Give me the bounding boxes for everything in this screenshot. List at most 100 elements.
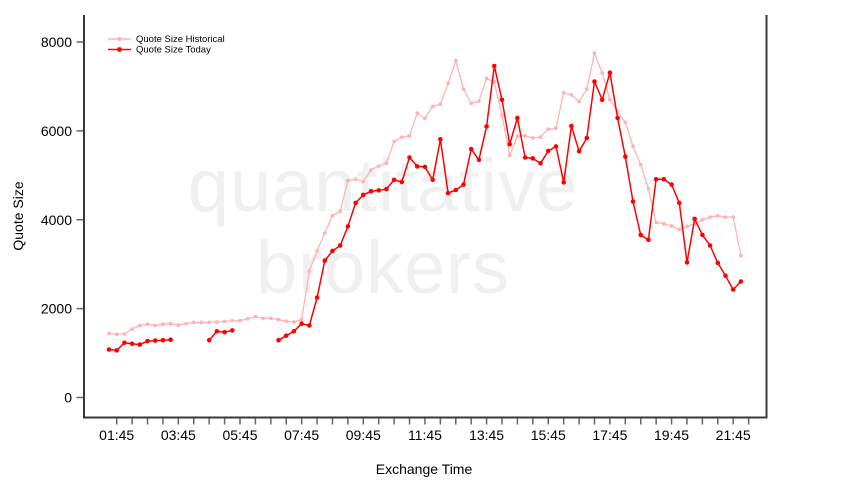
- today-series-point: [530, 156, 536, 161]
- today-series-point: [430, 177, 436, 183]
- x-tick-label: 15:45: [531, 427, 566, 443]
- today-series-point: [684, 260, 690, 265]
- historical-series-point: [107, 331, 111, 336]
- y-tick-label: 8000: [41, 34, 72, 50]
- today-series-point: [106, 347, 112, 352]
- today-series-point: [145, 338, 150, 344]
- historical-series-point: [608, 97, 612, 102]
- historical-series-point: [577, 99, 581, 104]
- today-series-point: [623, 154, 628, 159]
- historical-series-point: [492, 80, 497, 84]
- today-series-point: [407, 155, 412, 160]
- historical-series-point: [176, 323, 181, 327]
- historical-series-point: [230, 318, 235, 323]
- today-series-point: [137, 342, 143, 347]
- historical-series-point: [215, 320, 219, 324]
- today-series-point: [630, 199, 636, 204]
- today-series-point: [653, 177, 659, 182]
- historical-series-point: [469, 101, 474, 106]
- today-series-point: [414, 164, 420, 169]
- today-series-point: [546, 148, 551, 154]
- today-series-point: [337, 243, 343, 248]
- historical-series-point: [292, 320, 296, 324]
- watermark-line-1: quantitative: [188, 144, 579, 227]
- historical-series-point: [669, 224, 674, 228]
- plot-frame: [83, 15, 768, 419]
- historical-series-point: [122, 332, 127, 336]
- x-tick-label: 07:45: [284, 427, 319, 443]
- today-series-point: [576, 149, 582, 154]
- today-series-point: [384, 186, 389, 192]
- historical-series-point: [546, 127, 551, 131]
- historical-series-point: [261, 316, 265, 321]
- historical-series-point: [530, 136, 535, 140]
- today-series-point: [715, 260, 721, 266]
- historical-series-point: [315, 249, 319, 253]
- historical-series-point: [137, 323, 142, 328]
- today-series-point: [168, 337, 173, 343]
- today-series-point: [484, 124, 489, 129]
- historical-series-point: [245, 316, 250, 321]
- today-series-point: [553, 144, 559, 149]
- today-series-point: [361, 192, 366, 198]
- today-series-point: [638, 232, 643, 238]
- today-series-point: [368, 189, 374, 194]
- historical-series-point: [184, 321, 189, 326]
- historical-series-point: [538, 135, 543, 140]
- today-series-point: [515, 115, 520, 121]
- historical-series-point: [191, 320, 196, 325]
- today-series-point: [291, 329, 297, 334]
- today-series-point: [476, 157, 482, 163]
- today-series-point: [345, 224, 351, 229]
- y-tick-label: 6000: [41, 123, 72, 139]
- historical-series-point: [369, 168, 373, 172]
- historical-series-point: [161, 322, 165, 327]
- historical-series-point: [268, 316, 273, 321]
- today-series-point: [723, 273, 728, 279]
- today-series-point: [522, 155, 528, 160]
- today-series-point: [445, 190, 451, 196]
- today-series-point: [376, 188, 382, 193]
- historical-series-point: [731, 215, 736, 220]
- legend: Quote Size Historical Quote Size Today: [108, 34, 225, 56]
- today-series-point: [692, 216, 697, 222]
- historical-series-point: [353, 177, 358, 182]
- historical-series-point: [153, 323, 158, 328]
- today-series-point: [646, 237, 651, 242]
- today-series-point: [730, 287, 736, 292]
- historical-series-point: [554, 126, 558, 131]
- today-series-point: [438, 137, 443, 142]
- x-tick-label: 01:45: [99, 427, 134, 443]
- today-series-point: [330, 248, 335, 254]
- historical-series-point: [438, 102, 443, 107]
- watermark-line-2: brokers: [256, 226, 510, 309]
- today-series-point: [461, 182, 466, 187]
- today-series-point: [152, 338, 158, 343]
- y-tick-label: 0: [64, 390, 72, 406]
- historical-series-point: [361, 179, 366, 184]
- historical-series-point: [631, 144, 635, 149]
- historical-series-point: [561, 90, 566, 95]
- today-series-point: [569, 123, 574, 129]
- today-series-point: [222, 329, 227, 335]
- today-series-point: [499, 97, 505, 103]
- historical-series-point: [330, 213, 335, 218]
- historical-series-point: [507, 153, 512, 158]
- today-series-point: [299, 321, 304, 327]
- today-series-point: [422, 164, 428, 170]
- today-series-point: [283, 333, 289, 339]
- historical-series-point: [661, 221, 666, 226]
- today-series-point: [276, 337, 281, 343]
- historical-series-point: [145, 322, 150, 327]
- today-series-point: [669, 182, 674, 187]
- historical-series-point: [399, 135, 404, 140]
- historical-series-point: [723, 215, 728, 220]
- today-series-point: [677, 200, 682, 206]
- x-tick-label: 05:45: [222, 427, 257, 443]
- historical-series-point: [207, 320, 212, 325]
- today-series-point: [615, 115, 620, 121]
- today-series-point: [206, 337, 212, 343]
- today-series-point: [230, 328, 235, 333]
- today-series-point: [584, 135, 590, 141]
